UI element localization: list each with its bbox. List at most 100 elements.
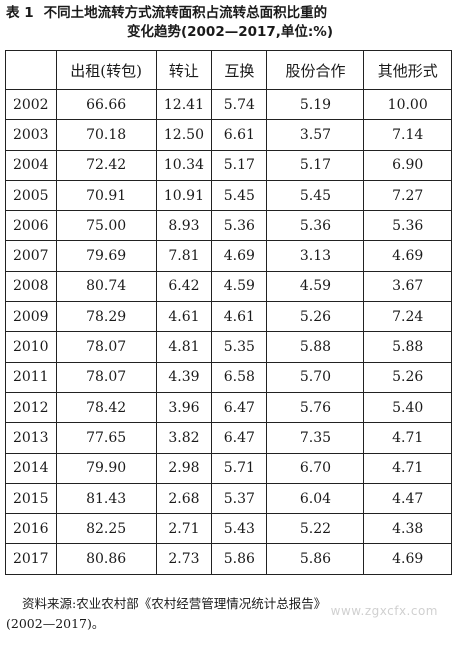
cell-rent: 78.42: [55, 391, 157, 424]
cell-swap: 4.61: [211, 301, 268, 333]
cell-swap: 5.71: [211, 452, 268, 484]
cell-share: 5.45: [266, 179, 365, 212]
cell-swap: 5.36: [211, 210, 268, 242]
cell-year: 2007: [5, 240, 57, 272]
cell-swap: 4.59: [211, 270, 268, 303]
cell-transfer: 8.93: [155, 210, 213, 242]
cell-rent: 66.66: [55, 88, 157, 121]
cell-rent: 77.65: [55, 422, 157, 454]
header-other: 其他形式: [363, 50, 452, 90]
header-rent: 出租(转包): [55, 50, 157, 90]
cell-year: 2011: [5, 361, 57, 393]
table-title-line-2: 变化趋势(2002—2017,单位:%): [126, 24, 334, 40]
cell-transfer: 4.81: [155, 331, 213, 363]
cell-rent: 78.07: [55, 361, 157, 393]
cell-share: 5.22: [266, 513, 365, 545]
cell-rent: 78.29: [55, 301, 157, 333]
cell-transfer: 2.73: [155, 543, 213, 575]
cell-share: 5.19: [266, 88, 365, 121]
cell-rent: 72.42: [55, 149, 157, 181]
cell-year: 2015: [5, 482, 57, 515]
cell-other: 4.69: [363, 543, 452, 575]
cell-other: 10.00: [363, 88, 452, 121]
cell-swap: 5.74: [211, 88, 268, 121]
source-line-2: (2002—2017)。: [6, 616, 105, 631]
cell-swap: 5.45: [211, 179, 268, 212]
cell-other: 6.90: [363, 149, 452, 181]
cell-swap: 6.58: [211, 361, 268, 393]
table-row: 2005 70.91 10.91 5.45 5.45 7.27: [5, 179, 452, 212]
source-note: 资料来源:农业农村部《农村经营管理情况统计总报告》 (2002—2017)。: [6, 594, 454, 634]
cell-swap: 5.17: [211, 149, 268, 181]
cell-share: 3.57: [266, 119, 365, 151]
cell-swap: 5.86: [211, 543, 268, 575]
cell-rent: 70.18: [55, 119, 157, 151]
cell-other: 7.14: [363, 119, 452, 151]
watermark: www.zgxcfx.com: [330, 604, 438, 618]
cell-transfer: 10.34: [155, 149, 213, 181]
header-row: 出租(转包) 转让 互换 股份合作 其他形式: [5, 50, 452, 90]
caption-line-1: 表 1 不同土地流转方式流转面积占流转总面积比重的: [6, 4, 454, 23]
table-row: 2009 78.29 4.61 4.61 5.26 7.24: [5, 301, 452, 333]
cell-rent: 79.90: [55, 452, 157, 484]
table-title-line-1: 不同土地流转方式流转面积占流转总面积比重的: [43, 5, 328, 21]
table-body: 2002 66.66 12.41 5.74 5.19 10.00 2003 70.18 12.5…: [5, 88, 452, 575]
table-row: 2008 80.74 6.42 4.59 4.59 3.67: [5, 270, 452, 303]
table-row: 2011 78.07 4.39 6.58 5.70 5.26: [5, 361, 452, 393]
cell-year: 2014: [5, 452, 57, 484]
cell-rent: 81.43: [55, 482, 157, 515]
cell-transfer: 4.61: [155, 301, 213, 333]
cell-swap: 6.61: [211, 119, 268, 151]
cell-year: 2017: [5, 543, 57, 575]
cell-other: 4.69: [363, 240, 452, 272]
cell-rent: 80.74: [55, 270, 157, 303]
cell-rent: 70.91: [55, 179, 157, 212]
cell-transfer: 12.41: [155, 88, 213, 121]
cell-other: 7.27: [363, 179, 452, 212]
cell-other: 4.38: [363, 513, 452, 545]
table-row: 2003 70.18 12.50 6.61 3.57 7.14: [5, 119, 452, 151]
cell-transfer: 3.96: [155, 391, 213, 424]
land-transfer-table: 出租(转包) 转让 互换 股份合作 其他形式 2002 66.66 12.41 5.7…: [5, 50, 452, 575]
cell-transfer: 3.82: [155, 422, 213, 454]
cell-transfer: 2.98: [155, 452, 213, 484]
table-caption: 表 1 不同土地流转方式流转面积占流转总面积比重的 变化趋势(2002—2017…: [6, 4, 454, 42]
cell-transfer: 2.68: [155, 482, 213, 515]
cell-rent: 80.86: [55, 543, 157, 575]
cell-year: 2006: [5, 210, 57, 242]
cell-other: 4.71: [363, 452, 452, 484]
cell-share: 6.70: [266, 452, 365, 484]
cell-share: 5.26: [266, 301, 365, 333]
cell-other: 5.88: [363, 331, 452, 363]
cell-year: 2016: [5, 513, 57, 545]
cell-year: 2003: [5, 119, 57, 151]
cell-other: 4.47: [363, 482, 452, 515]
cell-year: 2005: [5, 179, 57, 212]
cell-rent: 78.07: [55, 331, 157, 363]
cell-transfer: 10.91: [155, 179, 213, 212]
cell-share: 4.59: [266, 270, 365, 303]
table-number: 表 1: [6, 5, 34, 21]
cell-swap: 6.47: [211, 422, 268, 454]
cell-share: 5.36: [266, 210, 365, 242]
cell-other: 5.26: [363, 361, 452, 393]
table-row: 2010 78.07 4.81 5.35 5.88 5.88: [5, 331, 452, 363]
cell-rent: 79.69: [55, 240, 157, 272]
cell-swap: 6.47: [211, 391, 268, 424]
cell-swap: 4.69: [211, 240, 268, 272]
table-row: 2012 78.42 3.96 6.47 5.76 5.40: [5, 391, 452, 424]
cell-other: 7.24: [363, 301, 452, 333]
cell-share: 5.70: [266, 361, 365, 393]
header-share: 股份合作: [266, 50, 365, 90]
cell-share: 5.17: [266, 149, 365, 181]
table-row: 2017 80.86 2.73 5.86 5.86 4.69: [5, 543, 452, 575]
cell-transfer: 2.71: [155, 513, 213, 545]
cell-share: 5.86: [266, 543, 365, 575]
table-row: 2016 82.25 2.71 5.43 5.22 4.38: [5, 513, 452, 545]
cell-share: 3.13: [266, 240, 365, 272]
table-row: 2004 72.42 10.34 5.17 5.17 6.90: [5, 149, 452, 181]
cell-share: 7.35: [266, 422, 365, 454]
header-swap: 互换: [211, 50, 268, 90]
cell-other: 5.36: [363, 210, 452, 242]
cell-year: 2012: [5, 391, 57, 424]
